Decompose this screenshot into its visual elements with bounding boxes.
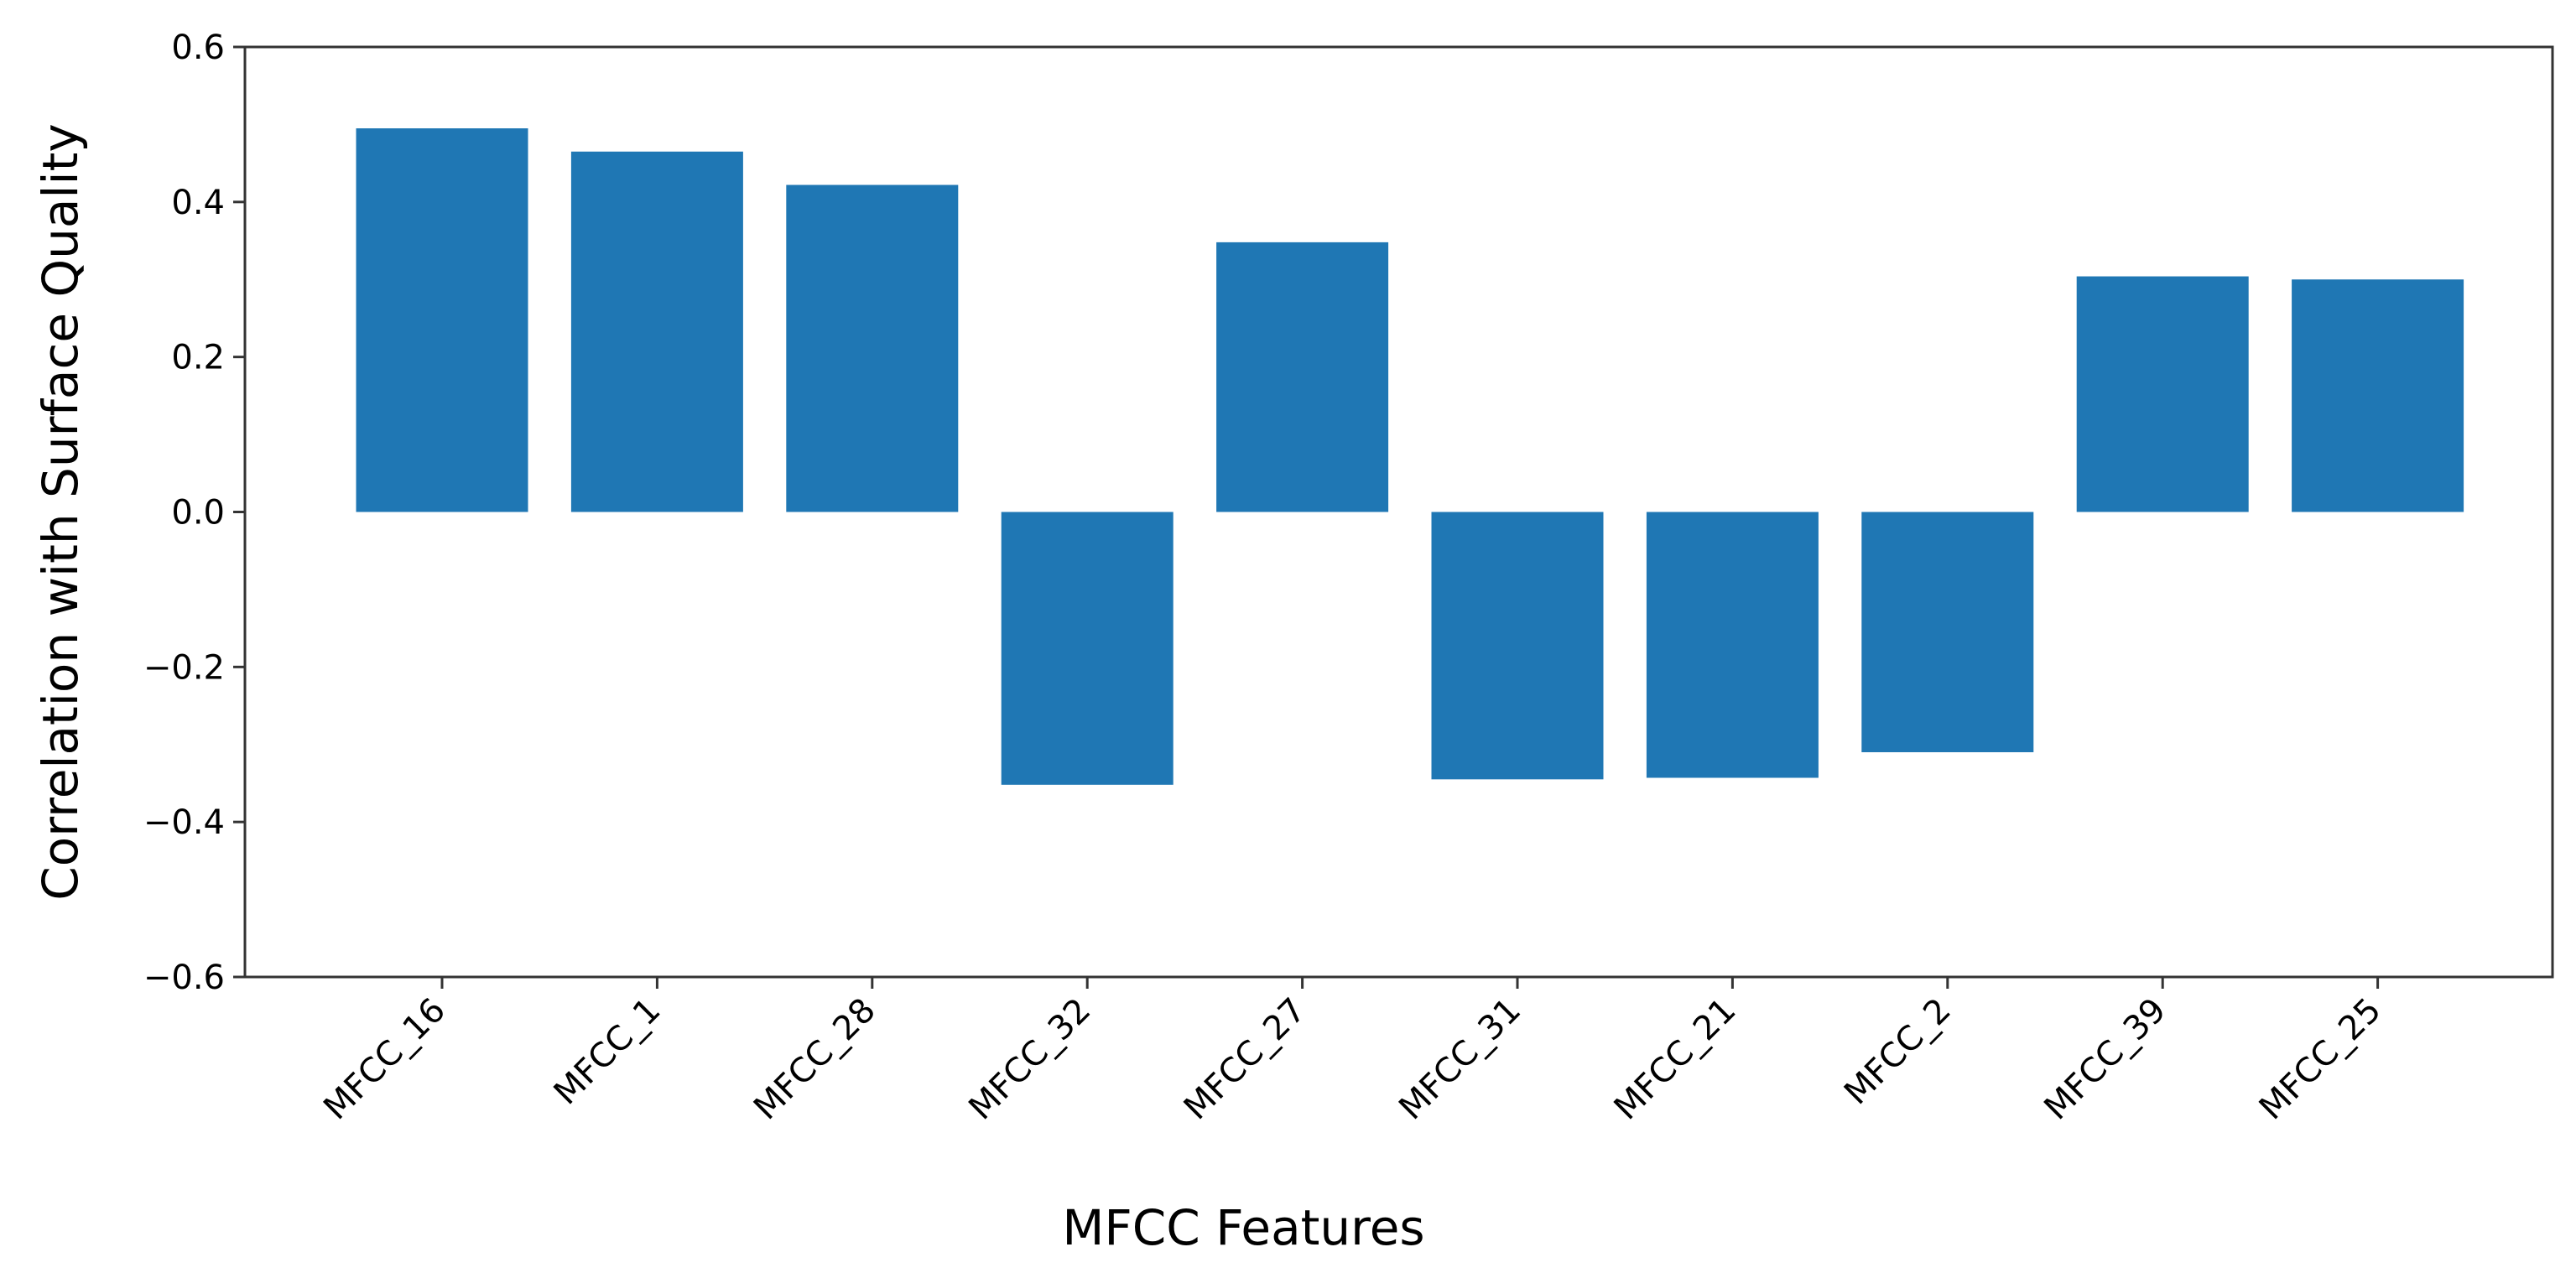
bar-mfcc-16: [356, 128, 528, 512]
bar-mfcc-1: [570, 151, 743, 512]
x-tick-label: MFCC_32: [961, 991, 1098, 1128]
bar-mfcc-39: [2076, 276, 2249, 512]
bars-group: [356, 128, 2464, 785]
y-axis-ticks: 0.6 0.4 0.2 0.0 −0.2 −0.4 −0.6: [143, 29, 245, 997]
x-tick-label: MFCC_21: [1607, 991, 1744, 1128]
y-tick-label: −0.2: [143, 648, 225, 687]
x-axis-label: MFCC Features: [1062, 1199, 1424, 1256]
x-tick-label: MFCC_27: [1177, 991, 1314, 1128]
x-axis-ticks: MFCC_16 MFCC_1 MFCC_28 MFCC_32 MFCC_27 MFCC_3…: [316, 977, 2389, 1128]
bar-mfcc-2: [1861, 512, 2034, 752]
bar-mfcc-27: [1216, 242, 1389, 512]
bar-mfcc-21: [1646, 512, 1819, 778]
x-tick-label: MFCC_28: [747, 991, 883, 1128]
bar-mfcc-31: [1431, 512, 1604, 780]
bar-mfcc-28: [786, 184, 959, 512]
y-axis-label: Correlation with Surface Quality: [32, 123, 89, 900]
y-tick-label: 0.6: [171, 29, 225, 67]
x-tick-label: MFCC_1: [547, 991, 669, 1113]
x-tick-label: MFCC_16: [316, 991, 453, 1128]
x-tick-label: MFCC_25: [2252, 991, 2389, 1128]
y-tick-label: 0.2: [171, 339, 225, 377]
bar-mfcc-32: [1001, 512, 1174, 785]
y-tick-label: −0.4: [143, 803, 225, 842]
x-tick-label: MFCC_31: [1392, 991, 1528, 1128]
y-tick-label: −0.6: [143, 959, 225, 997]
x-tick-label: MFCC_39: [2037, 991, 2173, 1128]
y-tick-label: 0.4: [171, 184, 225, 222]
x-tick-label: MFCC_2: [1837, 991, 1959, 1113]
bar-mfcc-25: [2292, 279, 2464, 512]
y-tick-label: 0.0: [171, 494, 225, 533]
plot-frame: [243, 45, 2554, 979]
